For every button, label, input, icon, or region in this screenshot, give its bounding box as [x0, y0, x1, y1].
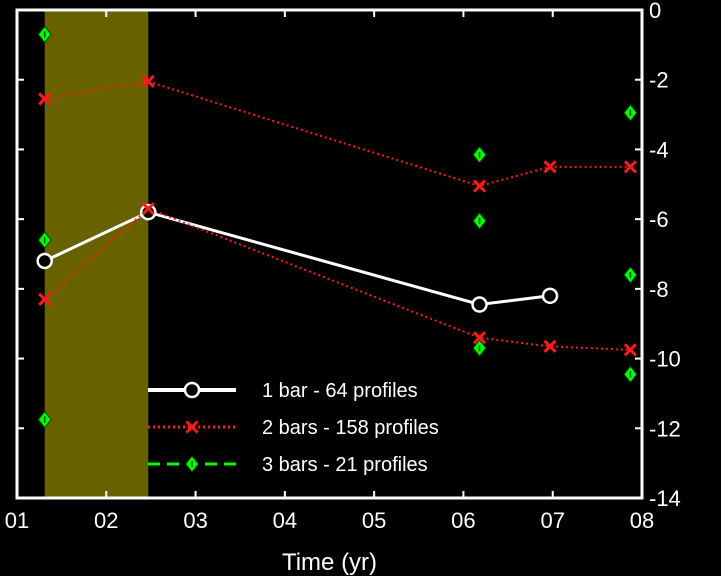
data-point-x — [543, 160, 557, 174]
series-line — [44, 80, 631, 188]
data-point-circle — [541, 287, 559, 305]
y-tick-label: -6 — [649, 207, 669, 232]
x-stroke — [623, 160, 637, 174]
series-line — [44, 210, 551, 307]
x-stroke — [141, 74, 155, 89]
series-markers-layer — [36, 25, 638, 429]
x-tick-label: 04 — [273, 508, 297, 533]
legend-label: 1 bar - 64 profiles — [262, 380, 418, 402]
data-point-x — [38, 92, 52, 106]
x-stroke — [141, 202, 155, 216]
y-tick-label: -4 — [649, 137, 669, 162]
series-lines-layer — [44, 80, 631, 351]
data-point-x — [38, 292, 52, 306]
x-tick-label: 08 — [630, 508, 654, 533]
data-point-circle — [36, 252, 53, 270]
x-stroke — [472, 179, 487, 193]
x-stroke — [543, 160, 557, 174]
x-tick-label: 05 — [362, 508, 386, 533]
data-point-x — [623, 160, 637, 174]
plot-frame — [15, 8, 644, 500]
y-tick-label: -2 — [649, 68, 669, 93]
data-point-circle — [471, 296, 488, 313]
series-line — [44, 207, 631, 351]
x-stroke — [38, 92, 52, 106]
data-point-x — [141, 202, 155, 216]
data-point-x — [623, 343, 637, 357]
legend-marker — [185, 420, 199, 434]
data-point-circle — [140, 203, 157, 221]
data-point-x — [141, 74, 155, 89]
y-tick-label: -8 — [649, 277, 669, 302]
legend-label: 3 bars - 21 profiles — [262, 454, 428, 476]
x-tick-label: 03 — [183, 508, 207, 533]
y-tick-label: -12 — [649, 416, 681, 441]
x-stroke — [38, 292, 52, 306]
x-stroke — [543, 339, 557, 353]
legend-marker — [183, 381, 201, 399]
x-axis-label: Time (yr) — [282, 549, 377, 576]
legend: 1 bar - 64 profiles 2 bars - 158 profiles… — [148, 380, 439, 476]
y-tick-label: -14 — [649, 486, 681, 511]
legend-label: 2 bars - 158 profiles — [262, 417, 439, 439]
x-tick-label: 02 — [94, 508, 118, 533]
x-stroke — [472, 331, 487, 345]
x-stroke — [623, 343, 637, 357]
y-tick-label: 0 — [649, 0, 661, 23]
data-point-x — [472, 331, 487, 345]
x-tick-label: 06 — [451, 508, 475, 533]
x-tick-label: 07 — [540, 508, 564, 533]
y-tick-label: -10 — [649, 347, 681, 372]
data-point-x — [472, 179, 487, 193]
data-point-x — [543, 339, 557, 353]
x-tick-label: 01 — [5, 508, 29, 533]
axes-layer: 01 02 03 04 05 06 07 08 0 -2 -4 -6 -8 -10 -12 -14 — [5, 0, 681, 533]
x-stroke — [185, 420, 199, 434]
